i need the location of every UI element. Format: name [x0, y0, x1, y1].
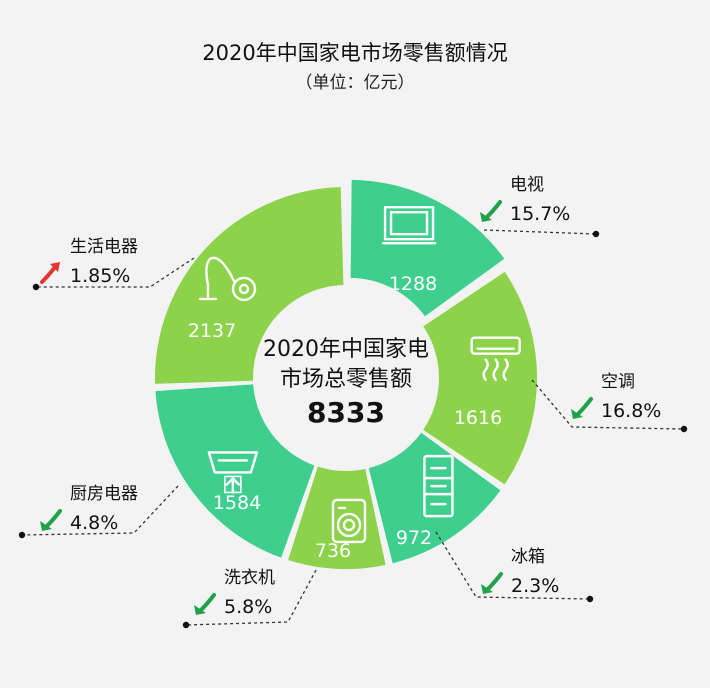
- segment-change-label: 4.8%: [70, 512, 118, 534]
- segment-value-label: 1584: [213, 492, 261, 514]
- center-label-line-2: 市场总零售额: [280, 367, 412, 392]
- callout-dot: [592, 230, 600, 238]
- donut-segment-2: [423, 271, 537, 485]
- donut-segment-5: [155, 384, 315, 558]
- center-total-value: 8333: [307, 396, 385, 429]
- segment-change-label: 1.85%: [70, 265, 130, 287]
- segment-value-label: 1288: [389, 273, 437, 295]
- segment-change-label: 5.8%: [224, 596, 272, 618]
- vacuum-cleaner-icon: [198, 256, 257, 302]
- callout-leader-line: [483, 229, 597, 235]
- segment-value-label: 2137: [188, 320, 236, 342]
- donut-segment-3: [368, 432, 501, 564]
- trend-down-arrow-icon: [481, 572, 503, 594]
- trend-down-arrow-icon: [194, 593, 216, 615]
- tv-icon: [381, 205, 437, 245]
- trend-down-arrow-icon: [571, 397, 593, 419]
- segment-value-label: 1616: [454, 407, 502, 429]
- callout-leader-line: [185, 569, 317, 626]
- washing-machine-icon: [331, 498, 367, 544]
- trend-up-arrow-icon: [40, 262, 60, 284]
- callout-leader-line: [21, 485, 179, 536]
- fridge-icon: [423, 454, 454, 518]
- callout-leader-line: [435, 531, 591, 600]
- segment-change-label: 16.8%: [601, 400, 661, 422]
- callout-dot: [32, 283, 40, 291]
- donut-segment-1: [350, 179, 505, 317]
- segment-value-label: 736: [315, 540, 351, 562]
- donut-segment-4: [288, 466, 386, 569]
- segment-category-label: 洗衣机: [224, 568, 275, 588]
- segment-change-label: 15.7%: [510, 203, 570, 225]
- segment-category-label: 冰箱: [511, 547, 545, 567]
- callout-dot: [18, 531, 26, 539]
- callout-leader-line: [531, 379, 685, 430]
- chart-subtitle: （单位：亿元）: [295, 73, 415, 93]
- segment-change-label: 2.3%: [511, 575, 559, 597]
- segment-value-label: 972: [396, 527, 432, 549]
- segment-category-label: 生活电器: [70, 237, 138, 257]
- chart-title: 2020年中国家电市场零售额情况: [202, 41, 508, 65]
- trend-down-arrow-icon: [480, 200, 502, 222]
- trend-down-arrow-icon: [40, 509, 62, 531]
- callout-leader-line: [36, 257, 195, 288]
- callout-dot: [182, 621, 190, 629]
- range-hood-icon: [207, 451, 259, 494]
- callout-dot: [586, 595, 594, 603]
- donut-segment-6: [155, 187, 344, 384]
- callout-dot: [680, 425, 688, 433]
- segment-category-label: 空调: [601, 372, 635, 392]
- segment-category-label: 厨房电器: [70, 484, 138, 504]
- segment-category-label: 电视: [510, 175, 544, 195]
- center-label-line-1: 2020年中国家电: [263, 337, 429, 362]
- air-conditioner-icon: [470, 336, 521, 381]
